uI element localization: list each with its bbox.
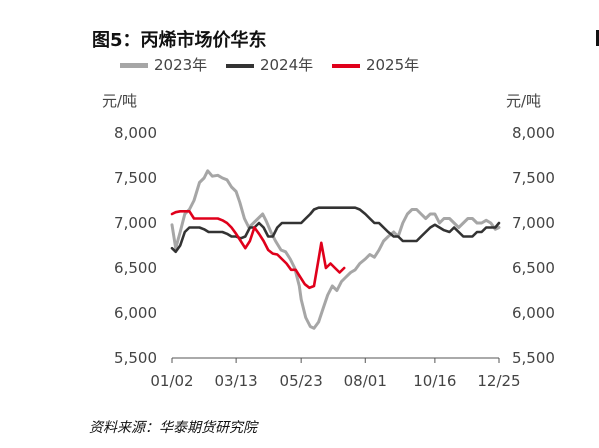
series-line-2024 bbox=[170, 206, 501, 254]
legend-swatch-2024 bbox=[225, 63, 254, 68]
legend-label-2025: 2025年 bbox=[365, 56, 420, 74]
source-note: 资料来源：华泰期货研究院 bbox=[89, 420, 257, 436]
y-tick-label-right: 7,000 bbox=[512, 214, 555, 232]
y-axis-unit-left: 元/吨 bbox=[102, 92, 138, 110]
y-tick-label-right: 6,000 bbox=[512, 304, 555, 322]
legend-item-2025: 2025年 bbox=[331, 54, 420, 75]
y-tick-label-right: 5,500 bbox=[512, 349, 555, 367]
y-tick-label-left: 7,000 bbox=[114, 214, 157, 232]
y-tick-label-right: 8,000 bbox=[512, 124, 555, 142]
y-axis-unit-right: 元/吨 bbox=[506, 92, 542, 110]
chart-title: 图5：丙烯市场价华东 bbox=[92, 30, 267, 51]
edge-marker bbox=[596, 30, 599, 46]
legend-swatch-2023 bbox=[120, 63, 148, 68]
legend-item-2023: 2023年 bbox=[120, 54, 207, 75]
legend-label-2024: 2024年 bbox=[259, 56, 314, 74]
legend-label-2023: 2023年 bbox=[154, 56, 208, 74]
y-tick-label-left: 6,000 bbox=[114, 304, 157, 322]
y-tick-label-left: 5,500 bbox=[114, 349, 157, 367]
legend: 2023年 2024年 2025年 bbox=[120, 54, 433, 75]
series-line-2023 bbox=[170, 169, 501, 330]
x-tick-label: 12/25 bbox=[477, 372, 520, 390]
x-tick-label: 08/01 bbox=[344, 372, 387, 390]
y-tick-label-right: 6,500 bbox=[512, 259, 555, 277]
series-line-2025 bbox=[170, 210, 346, 290]
legend-swatch-2025 bbox=[331, 63, 360, 68]
x-tick-label: 10/16 bbox=[413, 372, 456, 390]
x-tick-label: 05/23 bbox=[280, 372, 323, 390]
legend-item-2024: 2024年 bbox=[225, 54, 314, 75]
y-tick-label-right: 7,500 bbox=[512, 169, 555, 187]
x-tick-label: 03/13 bbox=[215, 372, 258, 390]
x-tick-label: 01/02 bbox=[150, 372, 193, 390]
y-tick-label-left: 8,000 bbox=[114, 124, 157, 142]
y-tick-label-left: 6,500 bbox=[114, 259, 157, 277]
y-tick-label-left: 7,500 bbox=[114, 169, 157, 187]
